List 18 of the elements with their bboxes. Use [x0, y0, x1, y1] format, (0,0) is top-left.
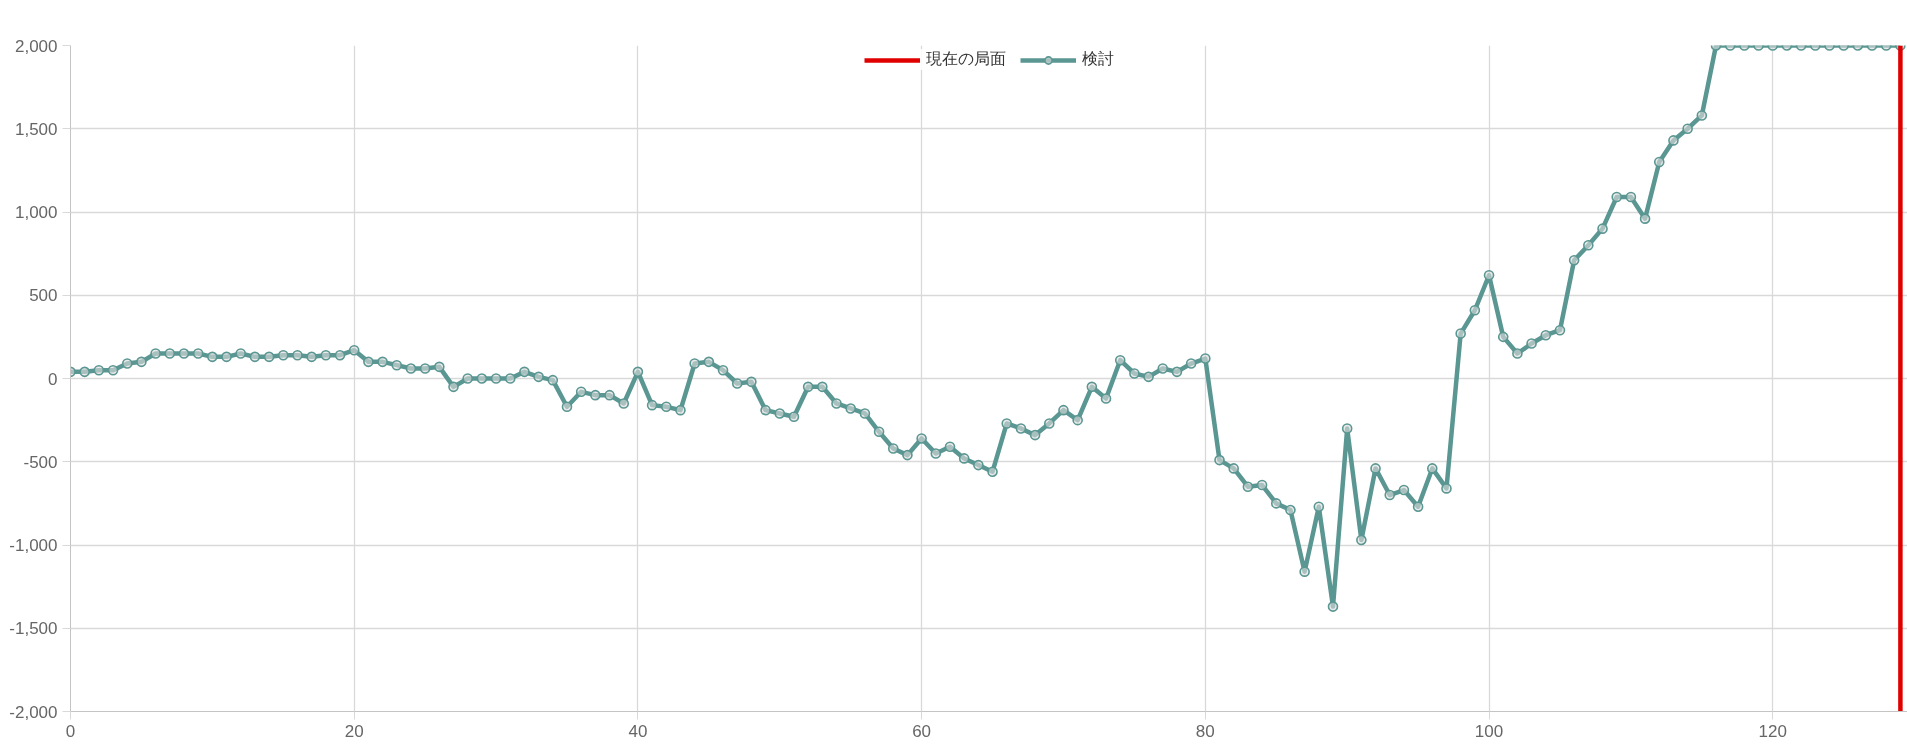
x-tick-label: 80	[1195, 721, 1215, 741]
x-tick-label: 100	[1474, 721, 1504, 741]
x-tick-label: 0	[65, 721, 76, 741]
x-tick-label: 120	[1758, 721, 1787, 741]
y-tick-label: -1,000	[9, 536, 58, 555]
y-tick-label: 1,500	[14, 119, 58, 139]
y-tick-label: 0	[48, 369, 58, 389]
legend-label: 現在の局面	[925, 49, 1006, 69]
y-tick-label: -500	[23, 452, 58, 472]
y-tick-label: 500	[29, 286, 58, 306]
y-tick-label: -2,000	[9, 702, 58, 722]
y-tick-label: 2,000	[14, 36, 58, 56]
x-tick-label: 20	[344, 721, 364, 741]
legend-label: 検討	[1081, 49, 1114, 69]
y-tick-label: -1,500	[9, 619, 58, 639]
x-tick-label: 60	[912, 721, 932, 741]
y-tick-label: 1,000	[14, 203, 58, 222]
x-tick-label: 40	[628, 721, 648, 741]
